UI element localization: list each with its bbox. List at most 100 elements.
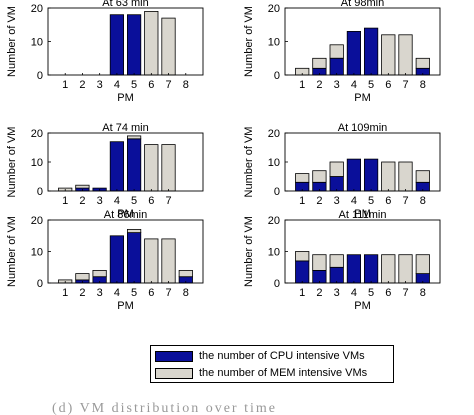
bar-cpu-4 — [109, 235, 124, 284]
bar-mem-6 — [381, 161, 396, 192]
bar-mem-2 — [312, 254, 327, 271]
x-tick-label: 4 — [114, 195, 120, 207]
x-tick-label: 4 — [351, 287, 357, 299]
x-tick-label: 7 — [165, 79, 171, 91]
x-tick-label: 2 — [79, 79, 85, 91]
x-tick-label: 5 — [368, 79, 374, 91]
y-tick-label: 20 — [268, 215, 280, 227]
bar-mem-3 — [329, 44, 344, 59]
x-tick-label: 8 — [183, 79, 189, 91]
y-axis-label: Number of VM — [6, 216, 18, 287]
x-axis-label: PM — [117, 300, 134, 312]
y-tick-label: 10 — [31, 37, 43, 49]
x-tick-label: 2 — [316, 287, 322, 299]
x-tick-label: 7 — [402, 79, 408, 91]
bar-mem-5 — [127, 135, 142, 140]
y-tick-label: 10 — [268, 247, 280, 259]
x-tick-label: 6 — [148, 287, 154, 299]
x-tick-label: 3 — [97, 287, 103, 299]
legend-swatch-cpu — [155, 350, 193, 362]
x-tick-label: 5 — [131, 79, 137, 91]
x-tick-label: 2 — [316, 195, 322, 207]
y-axis-label: Number of VM — [6, 6, 18, 77]
x-tick-label: 8 — [420, 79, 426, 91]
plot-frame — [47, 7, 204, 76]
x-tick-label: 1 — [299, 79, 305, 91]
y-tick-label: 10 — [268, 37, 280, 49]
plot-frame — [47, 132, 204, 192]
legend-swatch-mem — [155, 367, 193, 379]
chart-title: At 63 min — [102, 0, 148, 9]
bar-cpu-3 — [329, 57, 344, 76]
bar-mem-2 — [75, 184, 90, 189]
y-tick-label: 20 — [268, 3, 280, 15]
bar-mem-6 — [144, 144, 159, 192]
bar-cpu-4 — [109, 141, 124, 192]
bar-cpu-4 — [346, 30, 362, 76]
x-tick-label: 8 — [183, 287, 189, 299]
y-tick-label: 0 — [37, 70, 43, 82]
y-tick-label: 0 — [274, 70, 280, 82]
bar-cpu-5 — [127, 232, 142, 284]
x-tick-label: 8 — [420, 195, 426, 207]
chart-title: At 86min — [104, 209, 147, 221]
x-tick-label: 3 — [334, 195, 340, 207]
chart-title: At 109min — [338, 122, 388, 134]
x-tick-label: 1 — [299, 287, 305, 299]
chart-panel-3: 1 2 3 4 5 6 7 0 10 20 At 74 min PM Number of VM — [6, 122, 204, 220]
chart-panel-2: 1 2 3 4 5 6 7 8 0 10 20 At 98min PM Number of VM — [243, 0, 441, 104]
x-tick-label: 6 — [148, 79, 154, 91]
x-tick-label: 6 — [385, 79, 391, 91]
x-tick-label: 2 — [79, 287, 85, 299]
chart-title: At 111min — [339, 209, 387, 221]
chart-panel-1: 1 2 3 4 5 6 7 8 0 10 20 At 63 min PM Number of VM — [6, 0, 204, 104]
x-axis-label: PM — [354, 300, 371, 312]
x-tick-label: 4 — [114, 287, 120, 299]
bar-mem-3 — [329, 254, 344, 268]
legend-label-mem: the number of MEM intensive VMs — [199, 367, 368, 379]
bar-mem-6 — [144, 238, 159, 284]
y-tick-label: 10 — [268, 157, 280, 169]
legend-label-cpu: the number of CPU intensive VMs — [199, 350, 365, 362]
legend-item-cpu: the number of CPU intensive VMs — [155, 348, 365, 364]
chart-panel-4: 1 2 3 4 5 6 7 8 0 10 20 At 109min PM Number of VM — [243, 122, 441, 220]
x-tick-label: 6 — [385, 287, 391, 299]
x-axis-label: PM — [117, 92, 134, 104]
bar-cpu-3 — [329, 176, 344, 192]
x-axis-label: PM — [354, 208, 371, 220]
bar-cpu-4 — [109, 14, 124, 76]
bar-mem-7 — [161, 238, 176, 284]
y-tick-label: 20 — [31, 215, 43, 227]
bar-mem-6 — [144, 10, 159, 76]
x-tick-label: 3 — [334, 287, 340, 299]
x-axis-label: PM — [354, 92, 371, 104]
bar-mem-3 — [329, 161, 344, 177]
x-tick-label: 5 — [131, 195, 137, 207]
x-tick-label: 7 — [402, 195, 408, 207]
bar-mem-2 — [75, 273, 90, 281]
bar-mem-6 — [381, 34, 396, 76]
x-tick-label: 2 — [316, 79, 322, 91]
x-tick-label: 1 — [62, 287, 68, 299]
bar-mem-8 — [415, 170, 430, 183]
bar-cpu-5 — [363, 158, 379, 192]
bar-cpu-5 — [127, 138, 142, 192]
x-tick-label: 5 — [368, 287, 374, 299]
x-tick-label: 2 — [79, 195, 85, 207]
bar-cpu-3 — [329, 266, 344, 284]
legend-item-mem: the number of MEM intensive VMs — [155, 365, 367, 381]
y-tick-label: 10 — [31, 247, 43, 259]
bar-mem-7 — [398, 34, 413, 76]
y-tick-label: 0 — [274, 278, 280, 290]
y-axis-label: Number of VM — [243, 127, 255, 198]
x-tick-label: 4 — [351, 195, 357, 207]
x-tick-label: 7 — [165, 195, 171, 207]
y-axis-label: Number of VM — [243, 6, 255, 77]
y-tick-label: 0 — [37, 186, 43, 198]
y-axis-label: Number of VM — [6, 127, 18, 198]
bar-mem-8 — [415, 254, 430, 274]
y-tick-label: 0 — [274, 186, 280, 198]
